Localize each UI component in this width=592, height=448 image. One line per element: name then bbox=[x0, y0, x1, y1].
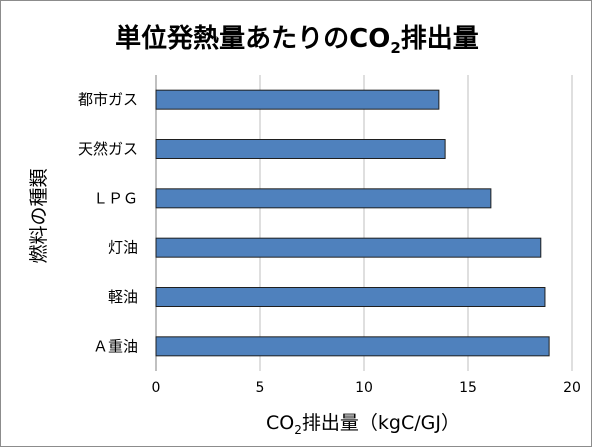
x-axis-title-main: CO bbox=[266, 412, 294, 434]
chart-title: 単位発熱量あたりのCO2排出量 bbox=[115, 23, 479, 57]
chart-title-tail: 排出量 bbox=[401, 24, 479, 54]
x-tick-label: 5 bbox=[256, 380, 265, 396]
y-axis-title: 燃料の種類 bbox=[28, 168, 50, 263]
bar bbox=[155, 188, 492, 209]
bar bbox=[155, 139, 446, 159]
category-label: 軽油 bbox=[108, 288, 138, 306]
x-axis-title: CO2排出量（kgC/GJ） bbox=[266, 412, 460, 437]
category-label: 天然ガス bbox=[78, 140, 138, 158]
x-tick-labels: 0 5 10 15 20 bbox=[152, 380, 581, 396]
x-axis-title-tail: 排出量（kgC/GJ） bbox=[302, 412, 460, 434]
chart-title-subscript: 2 bbox=[390, 39, 400, 57]
bar bbox=[155, 287, 546, 307]
x-tick-label: 10 bbox=[355, 380, 373, 396]
category-label: 灯油 bbox=[108, 239, 138, 257]
category-label: 都市ガス bbox=[78, 91, 138, 109]
bar bbox=[155, 336, 550, 357]
x-axis-title-subscript: 2 bbox=[294, 423, 302, 437]
x-tick-label: 0 bbox=[152, 380, 161, 396]
x-tick-label: 15 bbox=[459, 380, 477, 396]
chart-title-main: 単位発熱量あたりのCO bbox=[115, 23, 390, 54]
bar bbox=[155, 237, 542, 258]
bar-layer bbox=[155, 89, 550, 357]
x-tick-label: 20 bbox=[563, 380, 581, 396]
category-label: Ａ重油 bbox=[93, 337, 138, 355]
bar bbox=[155, 89, 440, 110]
category-label: ＬＰＧ bbox=[93, 189, 138, 207]
grid-layer bbox=[155, 75, 573, 371]
